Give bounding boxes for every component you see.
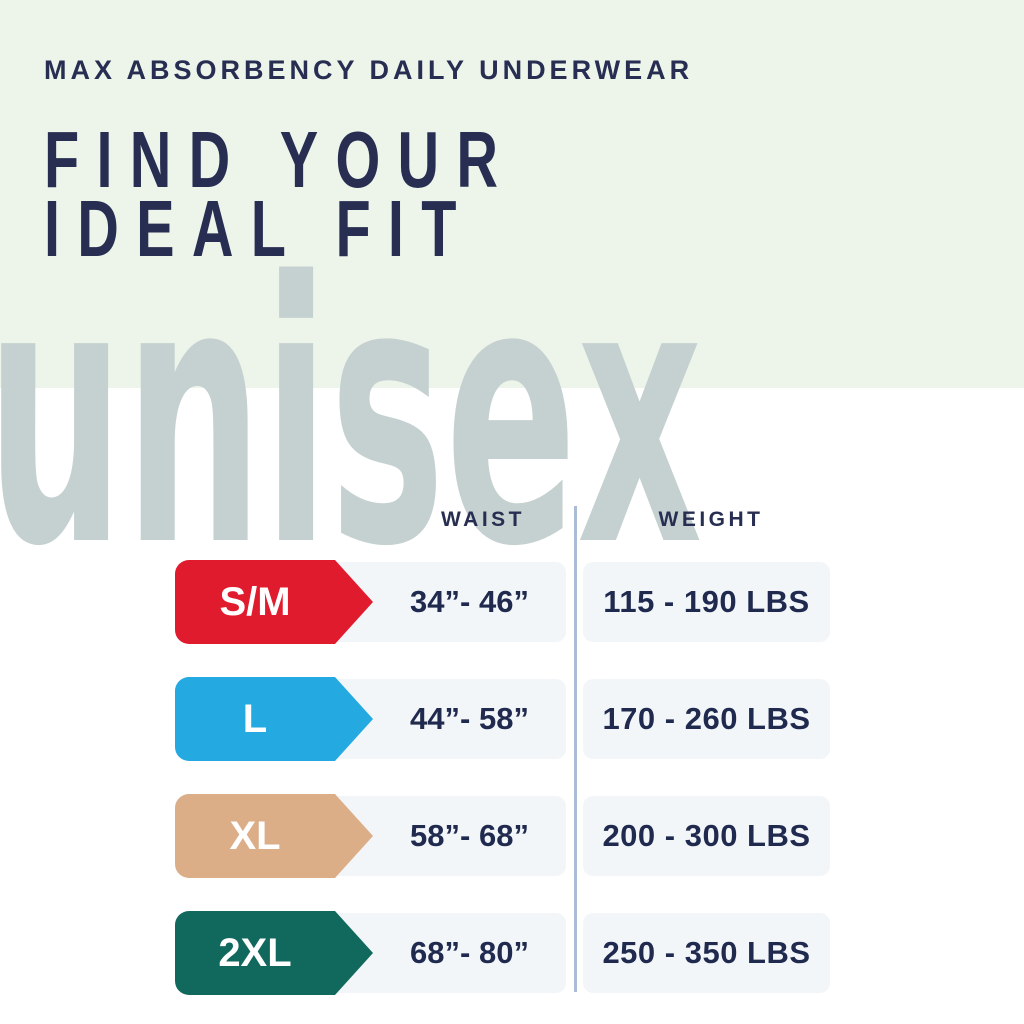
waist-column-header: WAIST [441,508,525,531]
weight-value: 170 - 260 LBS [602,701,811,736]
waist-value: 34”- 46” [410,584,529,619]
weight-cell: 115 - 190 LBS [583,562,830,642]
size-row-sm: S/M 34”- 46” 115 - 190 LBS [175,560,830,644]
size-badge-label: 2XL [218,930,292,975]
weight-cell: 200 - 300 LBS [583,796,830,876]
size-badge-label: XL [229,813,281,858]
size-row-2xl: 2XL 68”- 80” 250 - 350 LBS [175,911,830,995]
size-badge-xl: XL [175,794,373,878]
weight-value: 115 - 190 LBS [603,584,810,619]
product-kicker: MAX ABSORBENCY DAILY UNDERWEAR [44,55,694,85]
weight-value: 200 - 300 LBS [602,818,811,853]
waist-cell: 2XL 68”- 80” [175,911,566,995]
size-badge-2xl: 2XL [175,911,373,995]
column-divider [574,506,577,992]
size-badge-l: L [175,677,373,761]
waist-cell: L 44”- 58” [175,677,566,761]
hero-background-band [0,0,1024,388]
size-badge-label: L [242,696,268,741]
size-badge-label: S/M [219,579,291,624]
unisex-watermark: unisex [0,206,703,625]
weight-value: 250 - 350 LBS [602,935,811,970]
waist-value: 58”- 68” [410,818,529,853]
waist-value: 68”- 80” [410,935,529,970]
weight-cell: 250 - 350 LBS [583,913,830,993]
page-title-line1: FIND YOUR [44,115,516,204]
waist-value: 44”- 58” [410,701,529,736]
weight-cell: 170 - 260 LBS [583,679,830,759]
waist-cell: S/M 34”- 46” [175,560,566,644]
page-title-line2: IDEAL FIT [44,184,474,273]
size-row-l: L 44”- 58” 170 - 260 LBS [175,677,830,761]
waist-cell: XL 58”- 68” [175,794,566,878]
size-row-xl: XL 58”- 68” 200 - 300 LBS [175,794,830,878]
weight-column-header: WEIGHT [658,508,764,531]
page-title: FIND YOUR IDEAL FIT [44,115,516,273]
size-badge-sm: S/M [175,560,373,644]
